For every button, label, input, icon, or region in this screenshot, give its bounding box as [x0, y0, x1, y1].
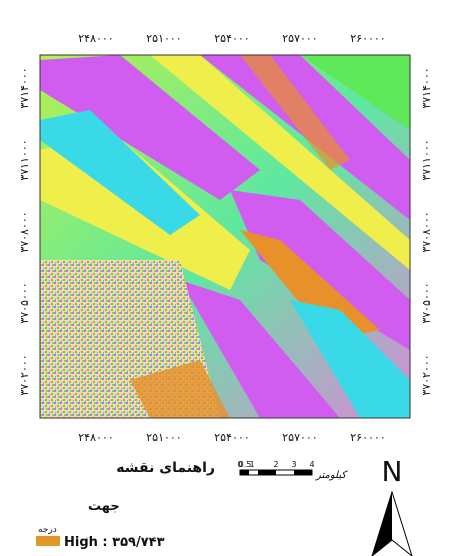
x-coordinate-label: ۲۵۱۰۰۰ — [146, 431, 181, 444]
legend-swatch — [36, 536, 60, 541]
y-coordinate-label: ۳۷۰۲۰۰۰ — [420, 354, 433, 395]
scale-label: 2 — [273, 460, 278, 469]
x-coordinate-label: ۲۴۸۰۰۰ — [78, 431, 113, 444]
scale-label: 1 — [249, 460, 254, 469]
y-coordinate-label: ۳۷۱۴۰۰۰ — [420, 67, 433, 108]
x-coordinate-label: ۲۴۸۰۰۰ — [78, 32, 113, 45]
y-coordinate-label: ۳۷۰۲۰۰۰ — [18, 354, 31, 395]
scale-label: 4 — [309, 460, 314, 469]
legend-layer: جهت — [88, 499, 120, 514]
map-page: ۲۴۸۰۰۰ ۲۴۸۰۰۰ ۲۵۱۰۰۰ ۲۵۱۰۰۰ ۲۵۴۰۰۰ ۲۵۴۰۰۰ ۲۵۷۰… — [0, 0, 449, 556]
legend-title: راهنمای نقشه — [116, 460, 215, 476]
y-coordinate-label: ۳۷۰۵۰۰۰ — [18, 282, 31, 323]
x-coordinate-label: ۲۶۰۰۰۰ — [350, 32, 385, 45]
legend-swatch — [36, 541, 60, 546]
x-coordinate-label: ۲۵۷۰۰۰ — [282, 431, 317, 444]
y-coordinate-label: ۳۷۱۱۰۰۰ — [420, 139, 433, 180]
aspect-raster — [40, 55, 410, 418]
scale-label: 3 — [291, 460, 296, 469]
x-coordinate-label: ۲۵۴۰۰۰ — [214, 32, 249, 45]
x-coordinate-label: ۲۶۰۰۰۰ — [350, 431, 385, 444]
y-coordinate-label: ۳۷۱۱۰۰۰ — [18, 139, 31, 180]
north-arrow-shade — [372, 492, 392, 556]
y-coordinate-label: ۳۷۰۸۰۰۰ — [18, 211, 31, 252]
legend-unit: درجه — [38, 525, 57, 535]
y-coordinate-label: ۳۷۰۵۰۰۰ — [420, 282, 433, 323]
y-coordinate-label: ۳۷۰۸۰۰۰ — [420, 211, 433, 252]
scale-unit: کیلومتر — [314, 470, 348, 481]
y-coordinate-label: ۳۷۱۴۰۰۰ — [18, 67, 31, 108]
x-coordinate-label: ۲۵۷۰۰۰ — [282, 32, 317, 45]
x-coordinate-label: ۲۵۱۰۰۰ — [146, 32, 181, 45]
x-coordinate-label: ۲۵۴۰۰۰ — [214, 431, 249, 444]
legend-high: High : ۳۵۹/۷۴۳ — [64, 535, 165, 550]
north-label: N — [382, 455, 403, 488]
scale-bar — [240, 470, 312, 475]
